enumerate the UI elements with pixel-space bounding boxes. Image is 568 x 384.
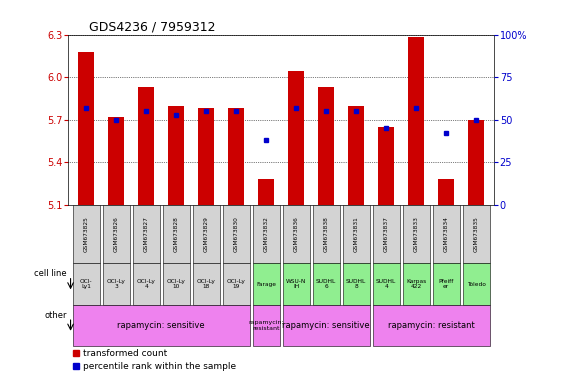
FancyBboxPatch shape <box>373 305 490 346</box>
Bar <box>78 51 94 205</box>
FancyBboxPatch shape <box>103 205 130 263</box>
Text: GSM673831: GSM673831 <box>354 216 358 252</box>
Bar <box>258 179 274 205</box>
Text: GSM673834: GSM673834 <box>444 216 449 252</box>
Text: rapamycin: sensitive: rapamycin: sensitive <box>118 321 205 330</box>
Text: WSU-N
IH: WSU-N IH <box>286 279 306 290</box>
Text: GSM673826: GSM673826 <box>114 216 119 252</box>
Text: GSM673828: GSM673828 <box>174 216 179 252</box>
Bar <box>438 179 454 205</box>
Bar <box>348 106 365 205</box>
FancyBboxPatch shape <box>73 205 99 263</box>
Text: Karpas
422: Karpas 422 <box>406 279 427 290</box>
Bar <box>318 87 335 205</box>
FancyBboxPatch shape <box>133 263 160 305</box>
Text: rapamycin: sensitive: rapamycin: sensitive <box>282 321 370 330</box>
Text: cell line: cell line <box>34 269 66 278</box>
FancyBboxPatch shape <box>193 205 220 263</box>
Text: OCI-Ly
19: OCI-Ly 19 <box>227 279 245 290</box>
Bar <box>168 106 185 205</box>
FancyBboxPatch shape <box>373 263 400 305</box>
Text: GSM673829: GSM673829 <box>204 216 208 252</box>
Bar <box>408 37 424 205</box>
Text: GSM673837: GSM673837 <box>383 216 389 252</box>
Text: Farage: Farage <box>256 281 276 286</box>
Text: SUDHL
4: SUDHL 4 <box>376 279 396 290</box>
FancyBboxPatch shape <box>312 263 340 305</box>
FancyBboxPatch shape <box>312 205 340 263</box>
FancyBboxPatch shape <box>253 263 279 305</box>
FancyBboxPatch shape <box>373 205 400 263</box>
FancyBboxPatch shape <box>283 263 310 305</box>
Bar <box>108 117 124 205</box>
FancyBboxPatch shape <box>463 263 490 305</box>
Text: GSM673835: GSM673835 <box>474 216 479 252</box>
Text: GSM673833: GSM673833 <box>414 216 419 252</box>
Text: Toledo: Toledo <box>467 281 486 286</box>
Text: rapamycin:
resistant: rapamycin: resistant <box>248 320 284 331</box>
FancyBboxPatch shape <box>403 263 429 305</box>
Text: GSM673838: GSM673838 <box>324 216 329 252</box>
Text: Pfeiff
er: Pfeiff er <box>438 279 454 290</box>
FancyBboxPatch shape <box>283 305 370 346</box>
FancyBboxPatch shape <box>193 263 220 305</box>
FancyBboxPatch shape <box>433 263 460 305</box>
Text: GDS4236 / 7959312: GDS4236 / 7959312 <box>90 20 216 33</box>
FancyBboxPatch shape <box>162 205 190 263</box>
Bar <box>468 120 485 205</box>
FancyBboxPatch shape <box>133 205 160 263</box>
Bar <box>138 87 154 205</box>
Text: GSM673836: GSM673836 <box>294 216 299 252</box>
Text: GSM673830: GSM673830 <box>233 216 239 252</box>
FancyBboxPatch shape <box>253 205 279 263</box>
FancyBboxPatch shape <box>343 205 370 263</box>
FancyBboxPatch shape <box>162 263 190 305</box>
Text: GSM673825: GSM673825 <box>83 216 89 252</box>
Text: OCI-Ly
18: OCI-Ly 18 <box>197 279 216 290</box>
Legend: transformed count, percentile rank within the sample: transformed count, percentile rank withi… <box>73 349 236 371</box>
FancyBboxPatch shape <box>223 205 250 263</box>
FancyBboxPatch shape <box>403 205 429 263</box>
Text: other: other <box>44 311 66 319</box>
Bar <box>378 127 394 205</box>
FancyBboxPatch shape <box>433 205 460 263</box>
Text: OCI-
Ly1: OCI- Ly1 <box>80 279 93 290</box>
Text: GSM673832: GSM673832 <box>264 216 269 252</box>
FancyBboxPatch shape <box>463 205 490 263</box>
FancyBboxPatch shape <box>283 205 310 263</box>
FancyBboxPatch shape <box>73 263 99 305</box>
Text: OCI-Ly
10: OCI-Ly 10 <box>167 279 186 290</box>
Text: OCI-Ly
3: OCI-Ly 3 <box>107 279 126 290</box>
Text: GSM673827: GSM673827 <box>144 216 149 252</box>
Text: OCI-Ly
4: OCI-Ly 4 <box>137 279 156 290</box>
FancyBboxPatch shape <box>103 263 130 305</box>
FancyBboxPatch shape <box>73 305 250 346</box>
Text: SUDHL
8: SUDHL 8 <box>346 279 366 290</box>
Text: SUDHL
6: SUDHL 6 <box>316 279 336 290</box>
FancyBboxPatch shape <box>253 305 279 346</box>
Text: rapamycin: resistant: rapamycin: resistant <box>388 321 474 330</box>
Bar <box>228 108 244 205</box>
Bar <box>288 71 304 205</box>
Bar <box>198 108 214 205</box>
FancyBboxPatch shape <box>343 263 370 305</box>
FancyBboxPatch shape <box>223 263 250 305</box>
